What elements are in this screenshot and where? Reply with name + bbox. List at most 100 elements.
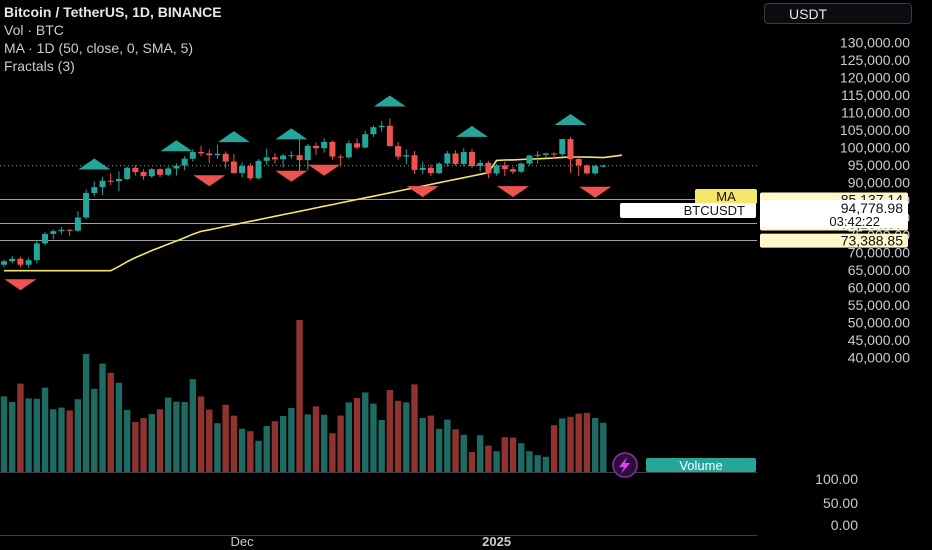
candle-body [559,139,566,155]
volume-tag-label: Volume [679,458,722,473]
fractal-up-marker [455,125,488,137]
candle-body [165,168,172,175]
candle-body [107,180,114,182]
time-axis-label: Dec [231,534,255,549]
volume-axis-tick: 100.00 [815,471,858,487]
volume-bar [345,402,353,472]
volume-bar [329,433,336,472]
price-axis-tick: 125,000.00 [840,52,910,68]
fractal-down-marker [4,279,37,291]
fractals-indicator-label[interactable]: Fractals (3) [4,58,75,74]
candle-body [312,145,319,149]
fractal-up-marker [554,114,587,125]
price-axis-tick: 55,000.00 [848,297,910,313]
candle-body [501,165,508,170]
ma-tag-label: MA [716,189,736,204]
ma-tag [695,189,757,204]
volume-bar [66,410,73,472]
candle-body [534,154,541,156]
fractal-down-marker [497,186,530,198]
candle-body [66,229,73,231]
candle-body [337,156,344,158]
candle-body [477,162,484,167]
candle-body [403,155,410,157]
candle-body [222,153,229,162]
candle-body [468,152,475,167]
fractal-up-marker [160,140,193,152]
candle-body [173,165,180,169]
volume-bar [591,418,599,472]
fractal-down-marker [193,175,226,187]
volume-icon-group [612,452,638,478]
candle-body [58,229,65,232]
candle-body [181,158,188,166]
candle-countdown-label: 03:42:22 [829,214,880,229]
volume-bar [222,404,229,472]
volume-bar [156,409,164,472]
volume-bar [370,403,377,472]
volume-bar [41,387,49,472]
volume-bar [123,410,131,472]
candle-body [354,143,361,148]
candle-body [427,167,434,174]
volume-indicator-label[interactable]: Vol · BTC [4,22,64,38]
candle-body [42,233,49,244]
price-axis-tick: 65,000.00 [848,262,910,278]
volume-bar [550,425,558,472]
candle-body [592,166,599,174]
volume-bar [460,434,467,472]
volume-bar [386,390,394,472]
candle-body [567,139,574,160]
candle-body [395,146,402,157]
fractal-down-marker [406,186,439,198]
volume-bar [394,400,402,472]
ma-indicator-label[interactable]: MA · 1D (50, close, 0, SMA, 5) [4,40,194,56]
volume-bar [476,435,484,472]
volume-bar [0,396,8,472]
candle-body [575,159,582,166]
candle-body [255,160,262,179]
volume-bar [58,407,65,472]
volume-bar [247,431,254,472]
currency-button[interactable]: USDT [764,3,912,24]
volume-bar [255,440,262,472]
candle-body [83,193,90,218]
volume-bar [526,451,533,472]
volume-bar [279,416,287,472]
fractal-up-marker [373,95,406,107]
symbol-tag-label: BTCUSDT [684,203,745,218]
candle-body [132,167,139,172]
volume-bar [567,416,574,472]
volume-bar [485,445,492,472]
volume-bar [501,437,509,472]
candle-body [542,153,549,155]
moving-average-line [4,154,623,272]
candle-body [239,166,246,174]
volume-bar [189,379,197,472]
lightning-glyph [619,457,630,474]
volume-bar [165,397,172,472]
candle-body [263,157,270,161]
symbol-title[interactable]: Bitcoin / TetherUS, 1D, BINANCE [4,4,222,20]
volume-bar [82,354,90,472]
candle-body [386,125,393,147]
volume-bar [271,421,279,472]
candle-body [378,125,385,128]
volume-bar [74,399,82,472]
candle-body [50,231,57,234]
volume-bar [444,419,451,472]
symbol-tag [620,203,756,218]
volume-bar [181,402,188,472]
volume-bar [575,413,582,472]
volume-bar [140,418,147,472]
price-axis-tick: 50,000.00 [848,315,910,331]
candle-body [436,163,443,174]
candle-body [230,161,237,174]
fractal-down-marker [308,164,341,176]
volume-bar [230,415,238,472]
volume-bar [263,426,270,472]
candle-body [485,162,492,174]
volume-bar [337,415,344,472]
fractal-up-marker [275,128,308,140]
